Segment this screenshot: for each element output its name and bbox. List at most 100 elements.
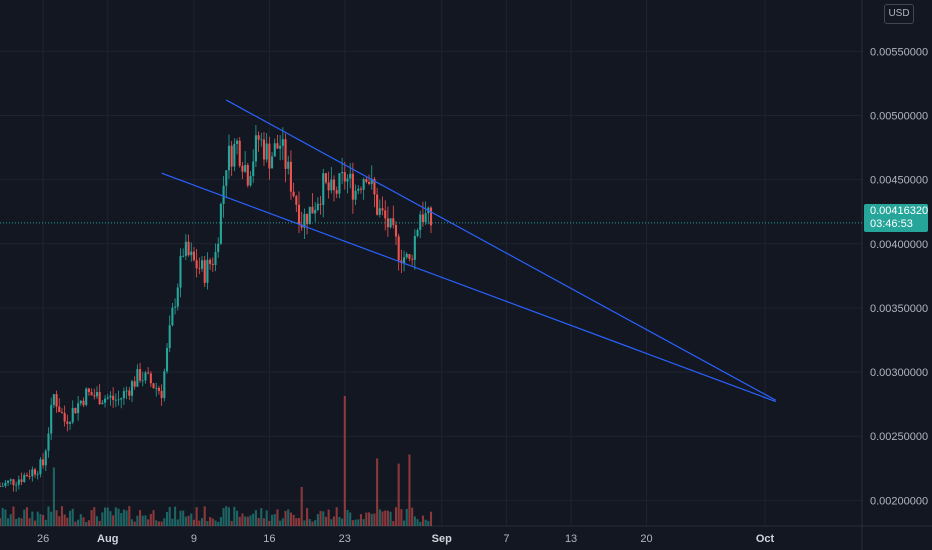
volume-bar	[276, 509, 279, 526]
volume-bar	[332, 516, 336, 526]
candle-body	[184, 241, 187, 256]
volume-bar	[101, 512, 104, 526]
candle-body	[79, 400, 82, 404]
candle-body	[23, 474, 26, 482]
volume-bar	[236, 510, 239, 526]
candle	[176, 283, 179, 311]
candle-body	[4, 482, 7, 486]
volume-bar	[44, 519, 47, 526]
volume-bar	[192, 519, 195, 526]
volume-bar	[365, 512, 368, 526]
candle-body	[120, 398, 123, 400]
volume-bar	[112, 515, 115, 526]
candle-body	[346, 178, 349, 182]
candle	[273, 138, 276, 157]
candle	[249, 171, 252, 187]
candle-body	[359, 188, 363, 190]
candle-body	[238, 140, 241, 166]
candle-body	[50, 405, 53, 434]
volume-bar	[284, 510, 287, 526]
candle	[93, 388, 96, 400]
currency-button[interactable]: USD	[884, 4, 914, 24]
volume-bar	[66, 517, 69, 526]
volume-bar	[265, 510, 268, 526]
volume-bar	[211, 518, 214, 526]
candle	[23, 472, 26, 483]
candle-body	[39, 459, 42, 475]
candle-body	[168, 325, 171, 349]
candle	[370, 165, 373, 190]
candle	[384, 200, 387, 231]
volume-bar	[55, 510, 58, 526]
candle	[214, 243, 217, 272]
volume-bar	[338, 516, 341, 526]
volume-bar	[359, 514, 363, 526]
candle	[77, 395, 80, 421]
volume-bar	[271, 514, 274, 526]
volume-bar	[357, 519, 360, 526]
candle	[152, 382, 155, 389]
candle	[262, 131, 266, 166]
price-axis[interactable]: 0.00550000 0.00500000 0.00450000 0.00400000…	[870, 46, 928, 507]
candle	[0, 482, 2, 488]
volume-bar	[238, 516, 241, 526]
candle	[219, 202, 222, 245]
volume-bar	[260, 508, 263, 526]
candle-body	[230, 145, 233, 167]
candle	[165, 343, 169, 374]
volume-bar	[200, 518, 204, 526]
candle-body	[12, 479, 15, 486]
candle-body	[106, 397, 109, 399]
candle-body	[104, 398, 107, 403]
time-tick-label: 9	[191, 533, 197, 545]
candle	[28, 469, 31, 480]
candle-body	[60, 412, 64, 413]
candle	[50, 397, 53, 440]
candle-body	[77, 403, 80, 414]
volume-bar	[227, 507, 231, 526]
candle-body	[214, 251, 217, 265]
volume-bar	[168, 506, 171, 526]
volume-bar	[182, 510, 185, 526]
time-axis[interactable]: 26 Aug 9 16 23 Sep 7 13 20 Oct	[37, 533, 775, 545]
candle-body	[332, 179, 336, 191]
volume-bar	[262, 518, 266, 526]
volume-bar	[246, 516, 249, 526]
candle	[351, 162, 354, 214]
candle-body	[378, 208, 381, 215]
candle-body	[25, 474, 28, 477]
candle	[332, 175, 336, 202]
candle-body	[265, 143, 268, 160]
candle-body	[429, 207, 433, 226]
candle-body	[31, 469, 34, 477]
candle	[324, 172, 327, 185]
candle	[403, 250, 406, 272]
volume-bar	[268, 520, 271, 526]
candle	[279, 135, 282, 161]
candle	[44, 448, 47, 472]
candle	[71, 400, 74, 425]
candle	[112, 387, 115, 408]
candle	[295, 194, 298, 212]
volume-bar	[405, 508, 408, 526]
candle-body	[295, 196, 298, 205]
candle-body	[117, 399, 120, 401]
time-tick-label: 16	[263, 533, 275, 545]
candle-body	[44, 450, 47, 466]
trendlines[interactable]	[161, 99, 777, 403]
candle	[354, 184, 357, 206]
volume-bar	[90, 509, 93, 526]
candle	[79, 400, 82, 406]
candle	[203, 256, 206, 288]
candle	[357, 185, 360, 195]
price-tick-label: 0.00200000	[870, 495, 928, 507]
candle	[376, 187, 379, 216]
volume-bar	[125, 510, 128, 526]
volume-bar	[244, 516, 247, 526]
candle-body	[147, 372, 150, 374]
candle	[155, 382, 158, 397]
candle	[411, 254, 414, 266]
candle	[303, 208, 306, 239]
volume-bar	[120, 513, 123, 526]
